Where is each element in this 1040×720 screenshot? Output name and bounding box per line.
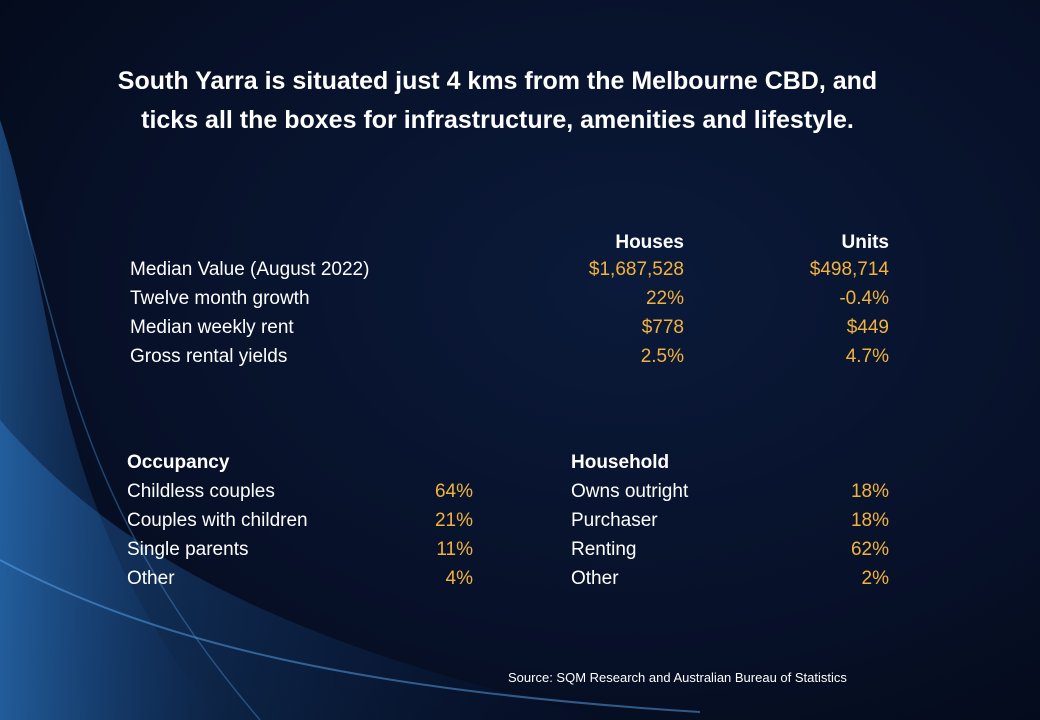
section-heading: Occupancy <box>127 452 230 473</box>
row-label: Owns outright <box>571 481 689 502</box>
row-value: 64% <box>434 481 473 502</box>
units-value: -0.4% <box>839 288 889 309</box>
row-value: 18% <box>850 510 889 531</box>
column-header: Units <box>841 232 890 253</box>
units-value: $449 <box>846 317 889 338</box>
row-label: Couples with children <box>127 510 308 531</box>
row-label: Twelve month growth <box>130 288 310 309</box>
source-note: Source: SQM Research and Australian Bure… <box>508 670 847 685</box>
row-label: Other <box>571 568 619 589</box>
row-value: 62% <box>850 539 889 560</box>
row-label: Single parents <box>127 539 249 560</box>
houses-value: $778 <box>641 317 684 338</box>
row-label: Median weekly rent <box>130 317 294 338</box>
row-value: 11% <box>436 539 473 560</box>
row-value: 4% <box>445 568 473 589</box>
row-label: Purchaser <box>571 510 658 531</box>
houses-value: 22% <box>645 288 684 309</box>
slide-title: South Yarra is situated just 4 kms from … <box>117 67 878 134</box>
row-label: Renting <box>571 539 637 560</box>
row-label: Gross rental yields <box>130 346 288 367</box>
row-label: Other <box>127 568 175 589</box>
row-label: Childless couples <box>127 481 275 502</box>
row-value: 18% <box>850 481 889 502</box>
column-header: Houses <box>615 232 684 253</box>
houses-value: 2.5% <box>640 346 684 367</box>
units-value: 4.7% <box>845 346 889 367</box>
section-heading: Household <box>571 452 670 473</box>
units-value: $498,714 <box>809 259 889 280</box>
row-value: 2% <box>861 568 889 589</box>
houses-value: $1,687,528 <box>588 259 684 280</box>
row-value: 21% <box>434 510 473 531</box>
row-label: Median Value (August 2022) <box>130 259 370 280</box>
